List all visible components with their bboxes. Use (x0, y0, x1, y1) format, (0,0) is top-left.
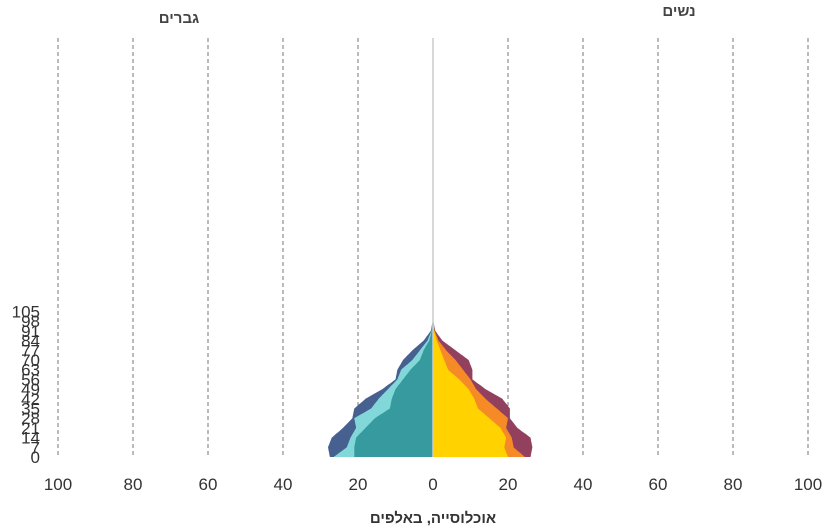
women-inner-series (433, 311, 508, 457)
y-tick-label: 42 (21, 390, 40, 409)
y-tick-label: 77 (21, 341, 40, 360)
x-tick-label: 80 (124, 475, 143, 494)
x-tick-label: 20 (349, 475, 368, 494)
y-tick-label: 56 (21, 370, 40, 389)
y-tick-label: 7 (31, 438, 40, 457)
bars-layer (328, 311, 533, 457)
x-tick-label: 40 (574, 475, 593, 494)
x-tick-label: 0 (428, 475, 437, 494)
x-tick-label: 100 (794, 475, 822, 494)
x-tick-label: 60 (649, 475, 668, 494)
y-tick-label: 35 (21, 400, 40, 419)
y-tick-label: 28 (21, 409, 40, 428)
y-tick-label: 63 (21, 361, 40, 380)
y-tick-label: 21 (21, 419, 40, 438)
x-tick-label: 100 (44, 475, 72, 494)
y-tick-label: 84 (21, 332, 40, 351)
x-tick-label: 20 (499, 475, 518, 494)
y-tick-label: 14 (21, 429, 40, 448)
y-tick-label: 105 (12, 303, 40, 322)
men-label: גברים (159, 10, 199, 27)
y-tick-label: 49 (21, 380, 40, 399)
y-tick-label: 0 (31, 448, 40, 467)
women-label: נשים (662, 3, 695, 20)
axis-layer: 100 80 60 40 20 0 20 40 60 80 10007142128354249566… (12, 38, 822, 494)
y-tick-label: 98 (21, 312, 40, 331)
x-tick-label: 40 (274, 475, 293, 494)
men-inner-series (354, 311, 433, 457)
x-tick-label: 80 (724, 475, 743, 494)
y-tick-label: 70 (21, 351, 40, 370)
y-tick-label: 91 (21, 322, 40, 341)
x-tick-label: 60 (199, 475, 218, 494)
x-axis-title: אוכלוסייה, באלפים (370, 510, 496, 527)
